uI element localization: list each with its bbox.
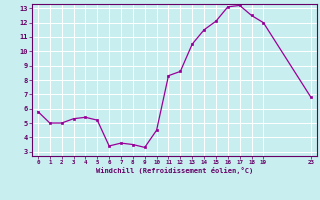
X-axis label: Windchill (Refroidissement éolien,°C): Windchill (Refroidissement éolien,°C) — [96, 167, 253, 174]
